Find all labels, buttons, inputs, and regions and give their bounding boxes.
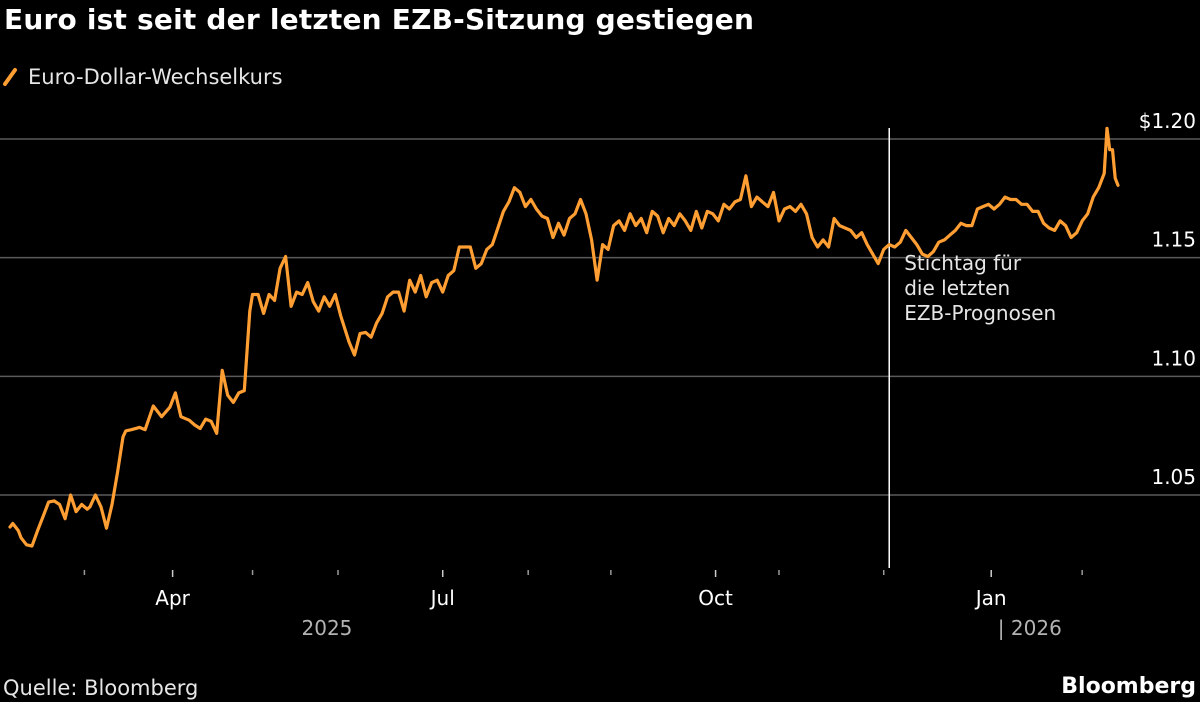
legend-label: Euro-Dollar-Wechselkurs (28, 65, 283, 89)
x-tick-label: Jul (429, 586, 455, 610)
y-tick-label: $1.20 (1139, 109, 1196, 133)
x-tick-label: Jan (974, 586, 1007, 610)
y-tick-label: 1.10 (1151, 346, 1196, 370)
x-tick-label: Apr (155, 586, 190, 610)
bloomberg-logo: Bloomberg (1061, 674, 1196, 699)
year-label: 2025 (302, 616, 353, 640)
legend: Euro-Dollar-Wechselkurs (2, 62, 283, 92)
chart-title: Euro ist seit der letzten EZB-Sitzung ge… (4, 3, 755, 36)
annotation-text: EZB-Prognosen (904, 301, 1056, 325)
y-tick-label: 1.15 (1151, 228, 1196, 252)
year-label: | 2026 (998, 616, 1062, 640)
legend-swatch-icon (3, 68, 17, 86)
y-tick-label: 1.05 (1151, 465, 1196, 489)
annotation-text: die letzten (904, 276, 1010, 300)
source-note: Quelle: Bloomberg (3, 676, 199, 700)
x-tick-label: Oct (698, 586, 733, 610)
series-line-eur-usd (8, 126, 1120, 548)
